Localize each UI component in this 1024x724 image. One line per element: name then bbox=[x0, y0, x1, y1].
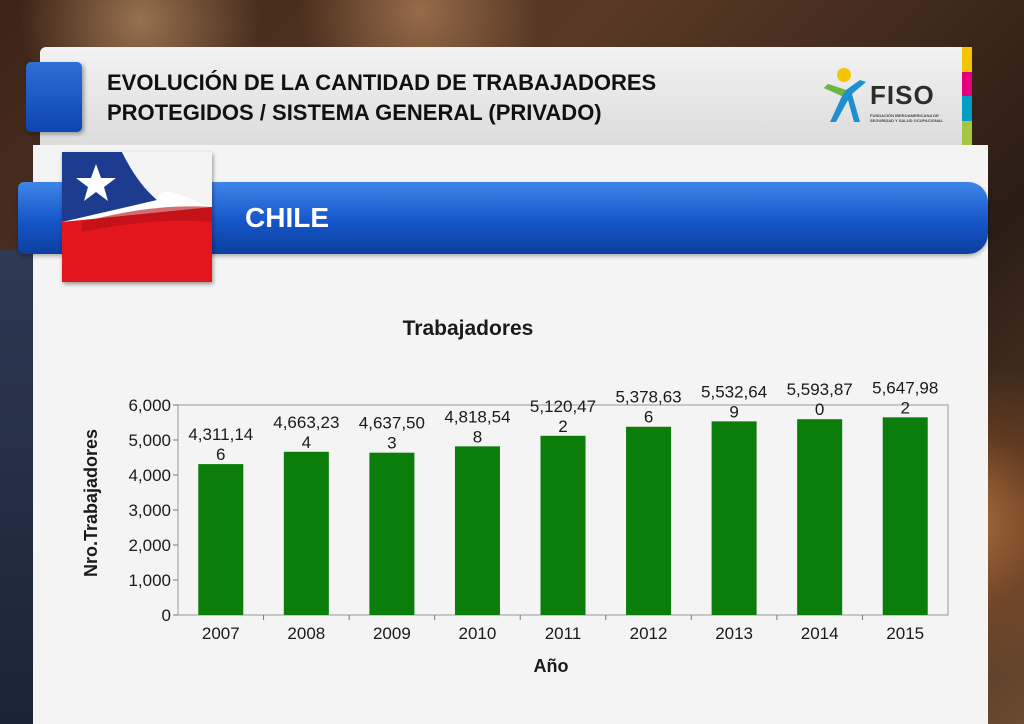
bar bbox=[283, 451, 329, 615]
x-tick-label: 2011 bbox=[545, 624, 582, 643]
bar bbox=[198, 464, 244, 615]
y-tick-label: 1,000 bbox=[128, 571, 171, 590]
data-label: 5,120,47 bbox=[530, 397, 596, 416]
data-label: 4 bbox=[302, 433, 311, 452]
x-tick-label: 2014 bbox=[801, 624, 839, 643]
data-label: 5,378,63 bbox=[615, 388, 681, 407]
header-card bbox=[40, 47, 972, 145]
y-tick-label: 6,000 bbox=[128, 396, 171, 415]
x-tick-label: 2012 bbox=[630, 624, 668, 643]
x-tick-label: 2009 bbox=[373, 624, 411, 643]
chart-title: Trabajadores bbox=[402, 317, 534, 340]
page-title-line2: PROTEGIDOS / SISTEMA GENERAL (PRIVADO) bbox=[107, 100, 602, 125]
stripe-magenta bbox=[962, 71, 972, 96]
bar bbox=[882, 417, 928, 615]
data-label: 4,818,54 bbox=[444, 407, 510, 426]
x-tick-label: 2008 bbox=[287, 624, 325, 643]
bar bbox=[797, 419, 843, 615]
bar bbox=[369, 452, 415, 615]
logo-tagline: FUNDACIÓN IBEROAMERICANA DE SEGURIDAD Y … bbox=[870, 113, 944, 123]
data-label: 0 bbox=[815, 400, 824, 419]
data-label: 8 bbox=[473, 427, 482, 446]
data-label: 5,647,98 bbox=[872, 378, 938, 397]
stripe-cyan bbox=[962, 96, 972, 121]
data-label: 4,311,14 bbox=[188, 425, 253, 444]
data-label: 5,593,87 bbox=[787, 380, 853, 399]
y-axis-label: Nro.Trabajadores bbox=[81, 429, 101, 577]
logo-name: FISO bbox=[870, 80, 935, 110]
x-axis-label: Año bbox=[534, 656, 569, 676]
data-label: 6 bbox=[644, 408, 653, 427]
bar bbox=[711, 421, 757, 615]
page-title: EVOLUCIÓN DE LA CANTIDAD DE TRABAJADORES… bbox=[107, 68, 767, 128]
x-tick-label: 2010 bbox=[459, 624, 497, 643]
y-tick-label: 5,000 bbox=[128, 431, 171, 450]
data-label: 6 bbox=[216, 445, 225, 464]
data-label: 2 bbox=[558, 417, 567, 436]
y-tick-label: 3,000 bbox=[128, 501, 171, 520]
data-label: 4,637,50 bbox=[359, 414, 425, 433]
y-tick-label: 0 bbox=[162, 606, 171, 625]
x-tick-label: 2013 bbox=[715, 624, 753, 643]
data-label: 2 bbox=[900, 398, 909, 417]
stripe-yellow bbox=[962, 47, 972, 72]
page-title-line1: EVOLUCIÓN DE LA CANTIDAD DE TRABAJADORES bbox=[107, 70, 657, 95]
fiso-logo: FISO FUNDACIÓN IBEROAMERICANA DE SEGURID… bbox=[822, 66, 952, 128]
data-label: 4,663,23 bbox=[273, 413, 339, 432]
bar bbox=[626, 426, 672, 615]
color-stripes bbox=[962, 47, 972, 145]
x-tick-label: 2007 bbox=[202, 624, 240, 643]
bar bbox=[540, 435, 586, 615]
data-label: 3 bbox=[387, 434, 396, 453]
y-tick-label: 4,000 bbox=[128, 466, 171, 485]
data-label: 9 bbox=[729, 402, 738, 421]
x-tick-label: 2015 bbox=[886, 624, 924, 643]
chile-flag-icon bbox=[62, 152, 212, 282]
data-label: 5,532,64 bbox=[701, 382, 767, 401]
y-tick-label: 2,000 bbox=[128, 536, 171, 555]
header-accent bbox=[26, 62, 82, 132]
country-label: CHILE bbox=[245, 202, 329, 233]
bar bbox=[454, 446, 500, 615]
fiso-figure-icon bbox=[824, 68, 866, 122]
stripe-green bbox=[962, 120, 972, 145]
